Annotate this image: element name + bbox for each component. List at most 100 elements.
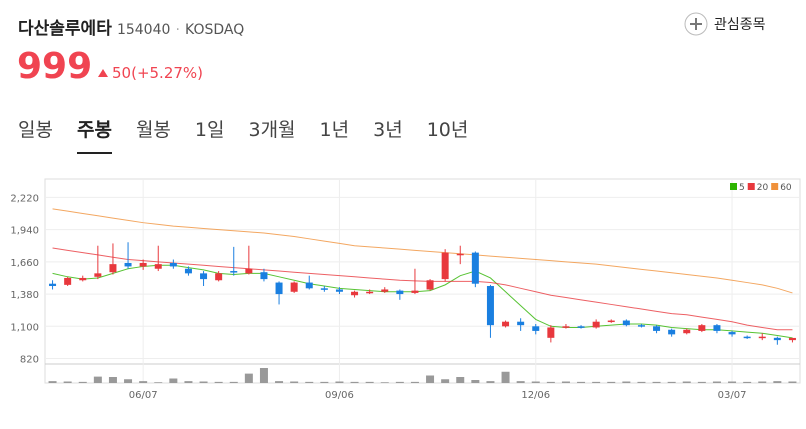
candle-body	[426, 280, 434, 290]
price: 999	[17, 46, 93, 87]
candle-body	[502, 321, 510, 327]
separator: ·	[175, 22, 180, 38]
legend-label: 20	[757, 183, 769, 193]
volume-bar	[93, 376, 102, 383]
candle-body	[562, 326, 570, 328]
candle-body	[486, 286, 494, 326]
candle-body	[547, 327, 555, 338]
candle-body	[49, 283, 57, 287]
candle-body	[637, 325, 645, 327]
header-line: 다산솔루에타 154040 · KOSDAQ	[18, 14, 244, 39]
tab[interactable]: 주봉	[76, 115, 112, 154]
candle-body	[381, 289, 389, 292]
volume-bar	[214, 381, 223, 383]
volume-bar	[320, 381, 329, 383]
stock-code: 154040	[116, 22, 171, 38]
plot-frame	[44, 178, 801, 384]
ma-line	[52, 208, 793, 294]
tab[interactable]: 3개월	[248, 119, 296, 141]
x-tick-label: 06/07	[129, 390, 158, 401]
tab[interactable]: 1일	[194, 119, 225, 141]
candle-body	[320, 288, 328, 290]
tab[interactable]: 일봉	[18, 119, 53, 141]
tab[interactable]: 월봉	[135, 119, 171, 141]
volume-bar	[667, 381, 676, 383]
candle-body	[200, 273, 208, 280]
volume-bar	[577, 381, 586, 383]
tab[interactable]: 10년	[426, 119, 469, 141]
legend-swatch	[730, 183, 737, 190]
volume-bar	[637, 381, 646, 383]
volume-bar	[365, 381, 374, 383]
tab[interactable]: 3년	[373, 119, 403, 141]
ma-line	[52, 247, 793, 331]
x-tick-label: 09/06	[325, 390, 354, 401]
candle-body	[335, 289, 343, 292]
volume-bar	[244, 373, 253, 383]
candle-body	[622, 320, 630, 326]
volume-bar	[426, 375, 435, 383]
candle-body	[758, 336, 766, 339]
candle-body	[743, 336, 751, 339]
candle-body	[411, 290, 419, 293]
volume-bar	[350, 381, 359, 383]
volume-bar	[154, 382, 163, 383]
volume-bar	[48, 381, 57, 383]
candle-body	[109, 264, 117, 273]
candle-body	[728, 332, 736, 335]
volume-bar	[743, 381, 752, 383]
volume-bar	[199, 381, 208, 383]
y-tick-label: 1,380	[10, 290, 39, 301]
volume-bar	[305, 381, 314, 383]
y-tick-label: 1,660	[10, 258, 39, 269]
ma-line	[52, 264, 793, 339]
watch-label: 관심종목	[714, 17, 766, 33]
candle-body	[94, 273, 102, 277]
y-tick-label: 1,100	[10, 322, 39, 333]
volume-bar	[441, 379, 450, 383]
volume-bar	[63, 381, 72, 383]
volume-bar	[607, 381, 616, 383]
candle-body	[607, 320, 615, 323]
change: 50(+5.27%)	[98, 64, 203, 82]
volume-bar	[335, 381, 344, 383]
volume-bar	[78, 381, 87, 383]
candle-body	[124, 262, 132, 267]
tab[interactable]: 1년	[319, 119, 350, 141]
legend-swatch	[771, 183, 779, 190]
candle-body	[79, 277, 87, 281]
volume-bar	[124, 379, 133, 383]
volume-bar	[139, 381, 148, 383]
candle-body	[305, 282, 313, 289]
volume-bar	[697, 381, 706, 383]
volume-bar	[546, 381, 555, 383]
tab-bar: 일봉 주봉 월봉 1일 3개월 1년 3년 10년	[18, 115, 468, 154]
candle-body	[260, 272, 268, 280]
volume-bar	[712, 381, 721, 383]
candle-body	[517, 321, 525, 326]
watch-button[interactable]: 관심종목	[684, 12, 766, 36]
up-arrow	[98, 69, 108, 77]
candle-body	[441, 252, 449, 280]
y-tick-label: 2,220	[10, 193, 39, 204]
volume-bar	[275, 381, 284, 383]
volume-bar	[259, 368, 268, 383]
stock-name: 다산솔루에타	[18, 19, 112, 39]
candle-body	[456, 253, 464, 256]
legend-swatch	[747, 183, 755, 190]
volume-bar	[456, 377, 465, 383]
plus-icon	[684, 12, 708, 36]
volume-bar	[531, 381, 540, 383]
candle-body	[396, 290, 404, 295]
x-tick-label: 03/07	[718, 390, 747, 401]
volume-bar	[486, 381, 495, 383]
volume-bar	[169, 378, 178, 383]
candle-body	[577, 326, 585, 328]
volume-bar	[561, 381, 570, 383]
candle-body	[290, 282, 298, 292]
volume-bar	[410, 381, 419, 383]
candle-body	[351, 291, 359, 296]
volume-bar	[652, 381, 661, 383]
volume-bar	[682, 381, 691, 383]
market: KOSDAQ	[185, 22, 245, 38]
